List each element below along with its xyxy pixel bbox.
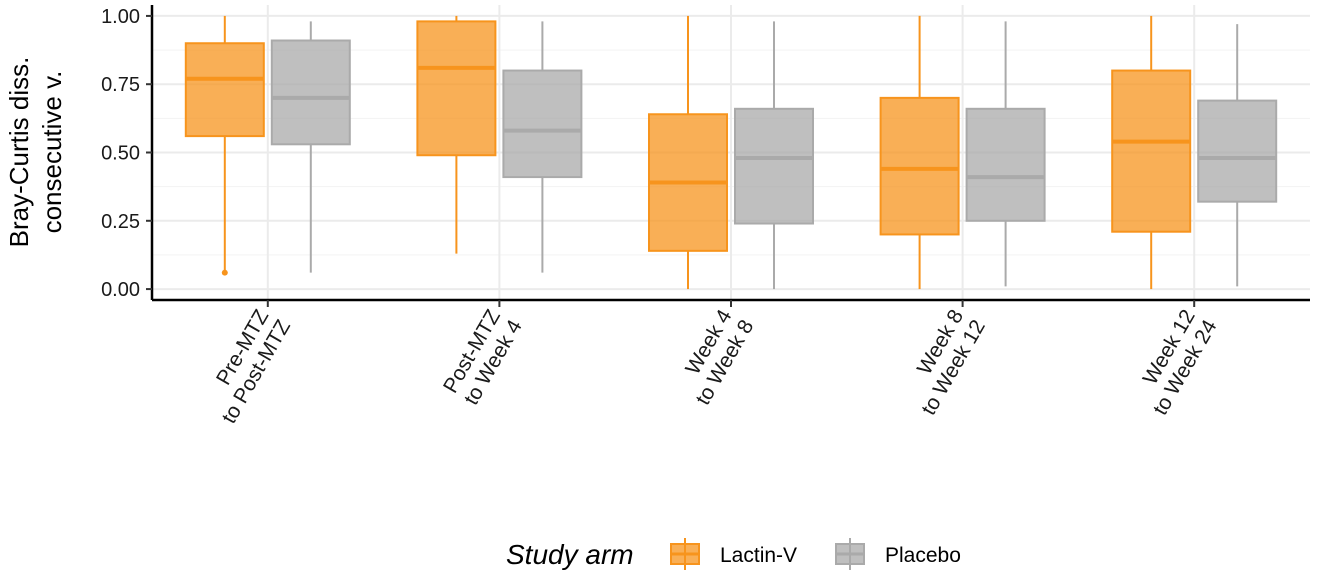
box-lactin-v <box>1111 15 1192 290</box>
plot-area <box>184 15 1278 290</box>
legend-key-placebo <box>835 538 865 570</box>
box-lactin-v <box>648 15 728 290</box>
box-placebo <box>270 21 351 273</box>
y-axis-label: Bray-Curtis diss. consecutive v. <box>4 57 67 248</box>
box-iqr <box>502 69 583 179</box>
box-placebo <box>734 21 814 290</box>
box-placebo <box>965 21 1046 287</box>
x-tick-label: Week 8to Week 12 <box>896 304 990 419</box>
outlier-point <box>221 269 228 276</box>
y-tick-label: 1.00 <box>101 6 140 28</box>
y-tick-label: 0.00 <box>101 279 140 301</box>
x-tick-label: Week 4to Week 8 <box>671 304 759 409</box>
y-tick-label: 0.75 <box>101 74 140 96</box>
x-tick-label: Pre-MTZto Post-MTZ <box>197 304 296 428</box>
x-tick-label: Post-MTZto Week 4 <box>439 304 527 409</box>
box-placebo <box>1197 24 1278 287</box>
x-tick-label: Week 12to Week 24 <box>1128 304 1222 419</box>
y-tick-label: 0.50 <box>101 143 140 165</box>
box-iqr <box>1197 99 1278 203</box>
box-placebo <box>502 21 583 273</box>
y-axis-label-line-1: Bray-Curtis diss. <box>4 57 34 248</box>
box-lactin-v <box>184 15 265 276</box>
box-iqr <box>416 20 497 157</box>
box-iqr <box>879 96 960 236</box>
box-iqr <box>184 42 265 138</box>
box-iqr <box>965 107 1046 222</box>
y-axis-label-line-2: consecutive v. <box>37 71 67 234</box>
legend: Study arm Lactin-V Placebo <box>506 538 961 570</box>
box-lactin-v <box>416 15 497 254</box>
box-iqr <box>734 107 814 225</box>
legend-label: Placebo <box>885 544 961 567</box>
box-iqr <box>1111 69 1192 233</box>
legend-title: Study arm <box>506 539 634 570</box>
box-iqr <box>270 39 351 146</box>
y-tick-label: 0.25 <box>101 211 140 233</box>
legend-label: Lactin-V <box>720 544 797 567</box>
box-lactin-v <box>879 15 960 290</box>
legend-key-lactin-v <box>670 538 700 570</box>
